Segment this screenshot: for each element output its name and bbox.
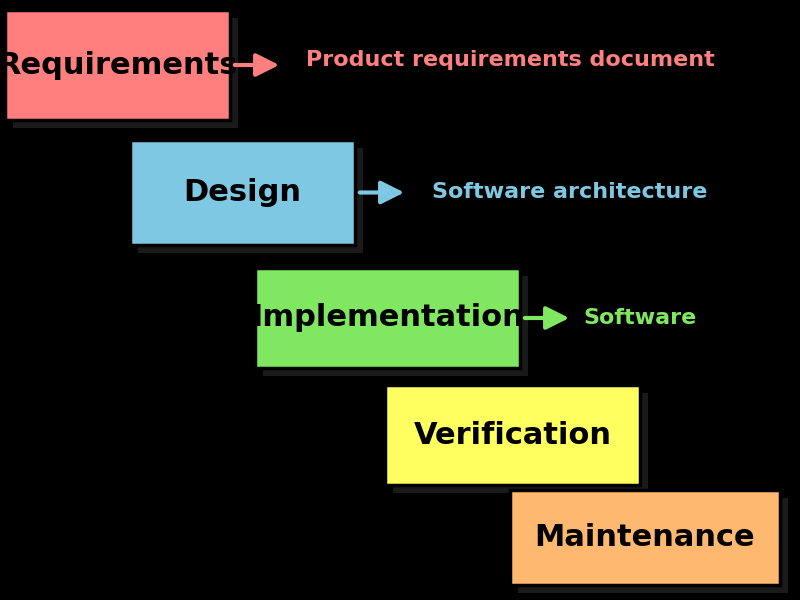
Bar [385,385,640,485]
Text: Design: Design [183,178,302,207]
Text: Implementation: Implementation [251,304,524,332]
Bar [510,490,780,585]
Bar [130,140,355,245]
Bar [255,268,520,368]
Bar [518,498,788,593]
Bar [393,393,648,493]
Text: Product requirements document: Product requirements document [306,50,714,70]
Text: Requirements: Requirements [0,50,238,79]
Text: Verification: Verification [414,421,611,449]
Text: Software: Software [583,308,697,328]
Bar [138,148,363,253]
Text: Software architecture: Software architecture [432,182,708,202]
Bar [13,18,238,128]
Text: Maintenance: Maintenance [534,523,755,552]
Bar [5,10,230,120]
Bar [263,276,528,376]
